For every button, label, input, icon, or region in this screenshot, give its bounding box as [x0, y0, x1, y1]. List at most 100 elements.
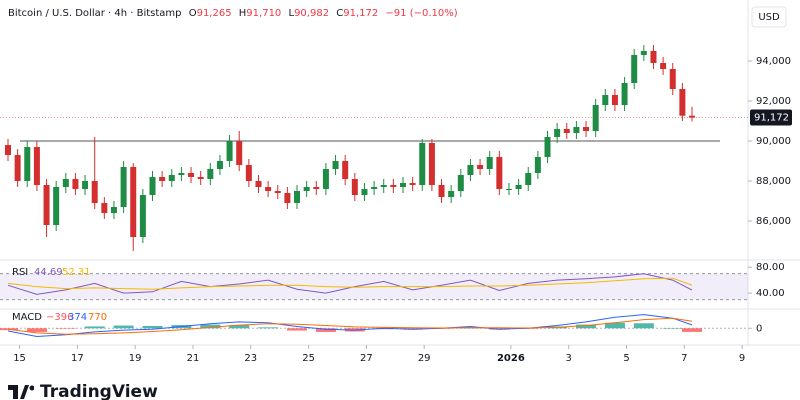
- candle-body: [477, 165, 484, 169]
- currency: USD: [758, 12, 780, 23]
- candle-body: [4, 145, 11, 155]
- candle-body: [322, 169, 329, 189]
- histogram-bar: [229, 325, 250, 329]
- candle-body: [245, 165, 252, 181]
- x-tick-label: 9: [739, 353, 745, 364]
- candle-body: [265, 187, 272, 191]
- candle-body: [486, 157, 493, 169]
- candle-body: [438, 185, 445, 197]
- x-tick-label: 7: [681, 353, 687, 364]
- candle-body: [274, 191, 281, 193]
- candle-body: [33, 147, 40, 185]
- ohlc-value: 91,710: [246, 8, 282, 19]
- candle-body: [226, 141, 233, 161]
- x-tick-label: 5: [623, 353, 629, 364]
- candle-body: [371, 187, 378, 189]
- candle-body: [399, 183, 406, 187]
- candle-body: [583, 127, 590, 131]
- last-price-box: [750, 109, 792, 126]
- candle-body: [592, 105, 599, 131]
- legend-value: 44.69: [34, 267, 63, 278]
- histogram-bar: [576, 324, 597, 329]
- x-tick-label: 21: [187, 353, 200, 364]
- y-tick-label: 40.00: [756, 288, 785, 299]
- ohlc-key: L: [288, 8, 295, 19]
- candle-body: [457, 175, 464, 191]
- candle-body: [149, 177, 156, 195]
- candle-body: [650, 51, 657, 63]
- candle-body: [342, 161, 349, 179]
- candle-body: [130, 167, 137, 237]
- legend-value: −396: [46, 312, 73, 323]
- y-tick-label: 94,000: [756, 56, 791, 67]
- candle-body: [669, 69, 676, 89]
- histogram-bar: [55, 328, 76, 329]
- legend-value: 374: [68, 312, 87, 323]
- candle-body: [515, 185, 522, 189]
- ohlc-value: 91,172: [343, 8, 379, 19]
- candle-body: [679, 89, 686, 116]
- candle-body: [197, 177, 204, 179]
- candle-body: [448, 191, 455, 197]
- candle-body: [554, 129, 561, 137]
- candle-body: [43, 185, 50, 225]
- candle-body: [621, 83, 628, 105]
- candle-body: [351, 179, 358, 195]
- y-tick-label: 88,000: [756, 176, 791, 187]
- candle-body: [120, 167, 127, 207]
- candle-body: [255, 181, 262, 187]
- histogram-bar: [26, 328, 47, 332]
- legend-value: 52.31: [62, 267, 91, 278]
- indicator-line: [7, 277, 693, 290]
- y-tick-label: 90,000: [756, 136, 791, 147]
- histogram-bar: [84, 326, 105, 329]
- candle-body: [563, 129, 570, 133]
- candle-body: [602, 95, 609, 105]
- candle-body: [216, 161, 223, 169]
- x-tick-label: 27: [360, 353, 373, 364]
- candle-body: [101, 203, 108, 213]
- candle-body: [24, 147, 31, 181]
- indicator-line: [7, 314, 693, 338]
- histogram-bar: [200, 324, 221, 329]
- candle-body: [390, 185, 397, 187]
- candle-body: [72, 179, 79, 189]
- ohlc-key: H: [238, 8, 247, 19]
- candle-body: [544, 137, 551, 157]
- candle-body: [689, 115, 696, 118]
- indicator-line: [7, 317, 693, 335]
- candle-body: [467, 165, 474, 175]
- candle-body: [294, 191, 301, 203]
- candle-body: [207, 169, 214, 179]
- candle-body: [380, 185, 387, 187]
- candle-body: [611, 95, 618, 105]
- histogram-bar: [682, 328, 703, 332]
- change: −91 (−0.10%): [385, 8, 458, 19]
- candle-body: [284, 193, 291, 203]
- symbol: Bitcoin / U.S. Dollar · 4h · Bitstamp: [8, 8, 182, 19]
- candle-body: [361, 189, 368, 195]
- histogram-bar: [604, 322, 625, 329]
- candle-body: [640, 51, 647, 55]
- brand-name: TradingView: [40, 382, 158, 400]
- candle-body: [62, 179, 69, 187]
- logo-mark: [8, 385, 34, 399]
- candle-body: [631, 55, 638, 83]
- x-tick-label: 19: [129, 353, 142, 364]
- last-price-label: 91,172: [754, 113, 789, 124]
- x-tick-label: 25: [302, 353, 315, 364]
- candle-body: [168, 175, 175, 181]
- x-tick-label: 3: [566, 353, 572, 364]
- candle-body: [534, 157, 541, 173]
- ohlc-key: O: [188, 8, 197, 19]
- candle-body: [303, 187, 310, 191]
- histogram-bar: [142, 326, 163, 329]
- histogram-bar: [287, 328, 308, 331]
- x-tick-label: 29: [418, 353, 431, 364]
- histogram-bar: [113, 325, 134, 329]
- candle-body: [110, 207, 117, 213]
- candle-body: [159, 177, 166, 181]
- candle-body: [313, 187, 320, 189]
- x-tick-label: 2026: [497, 353, 525, 364]
